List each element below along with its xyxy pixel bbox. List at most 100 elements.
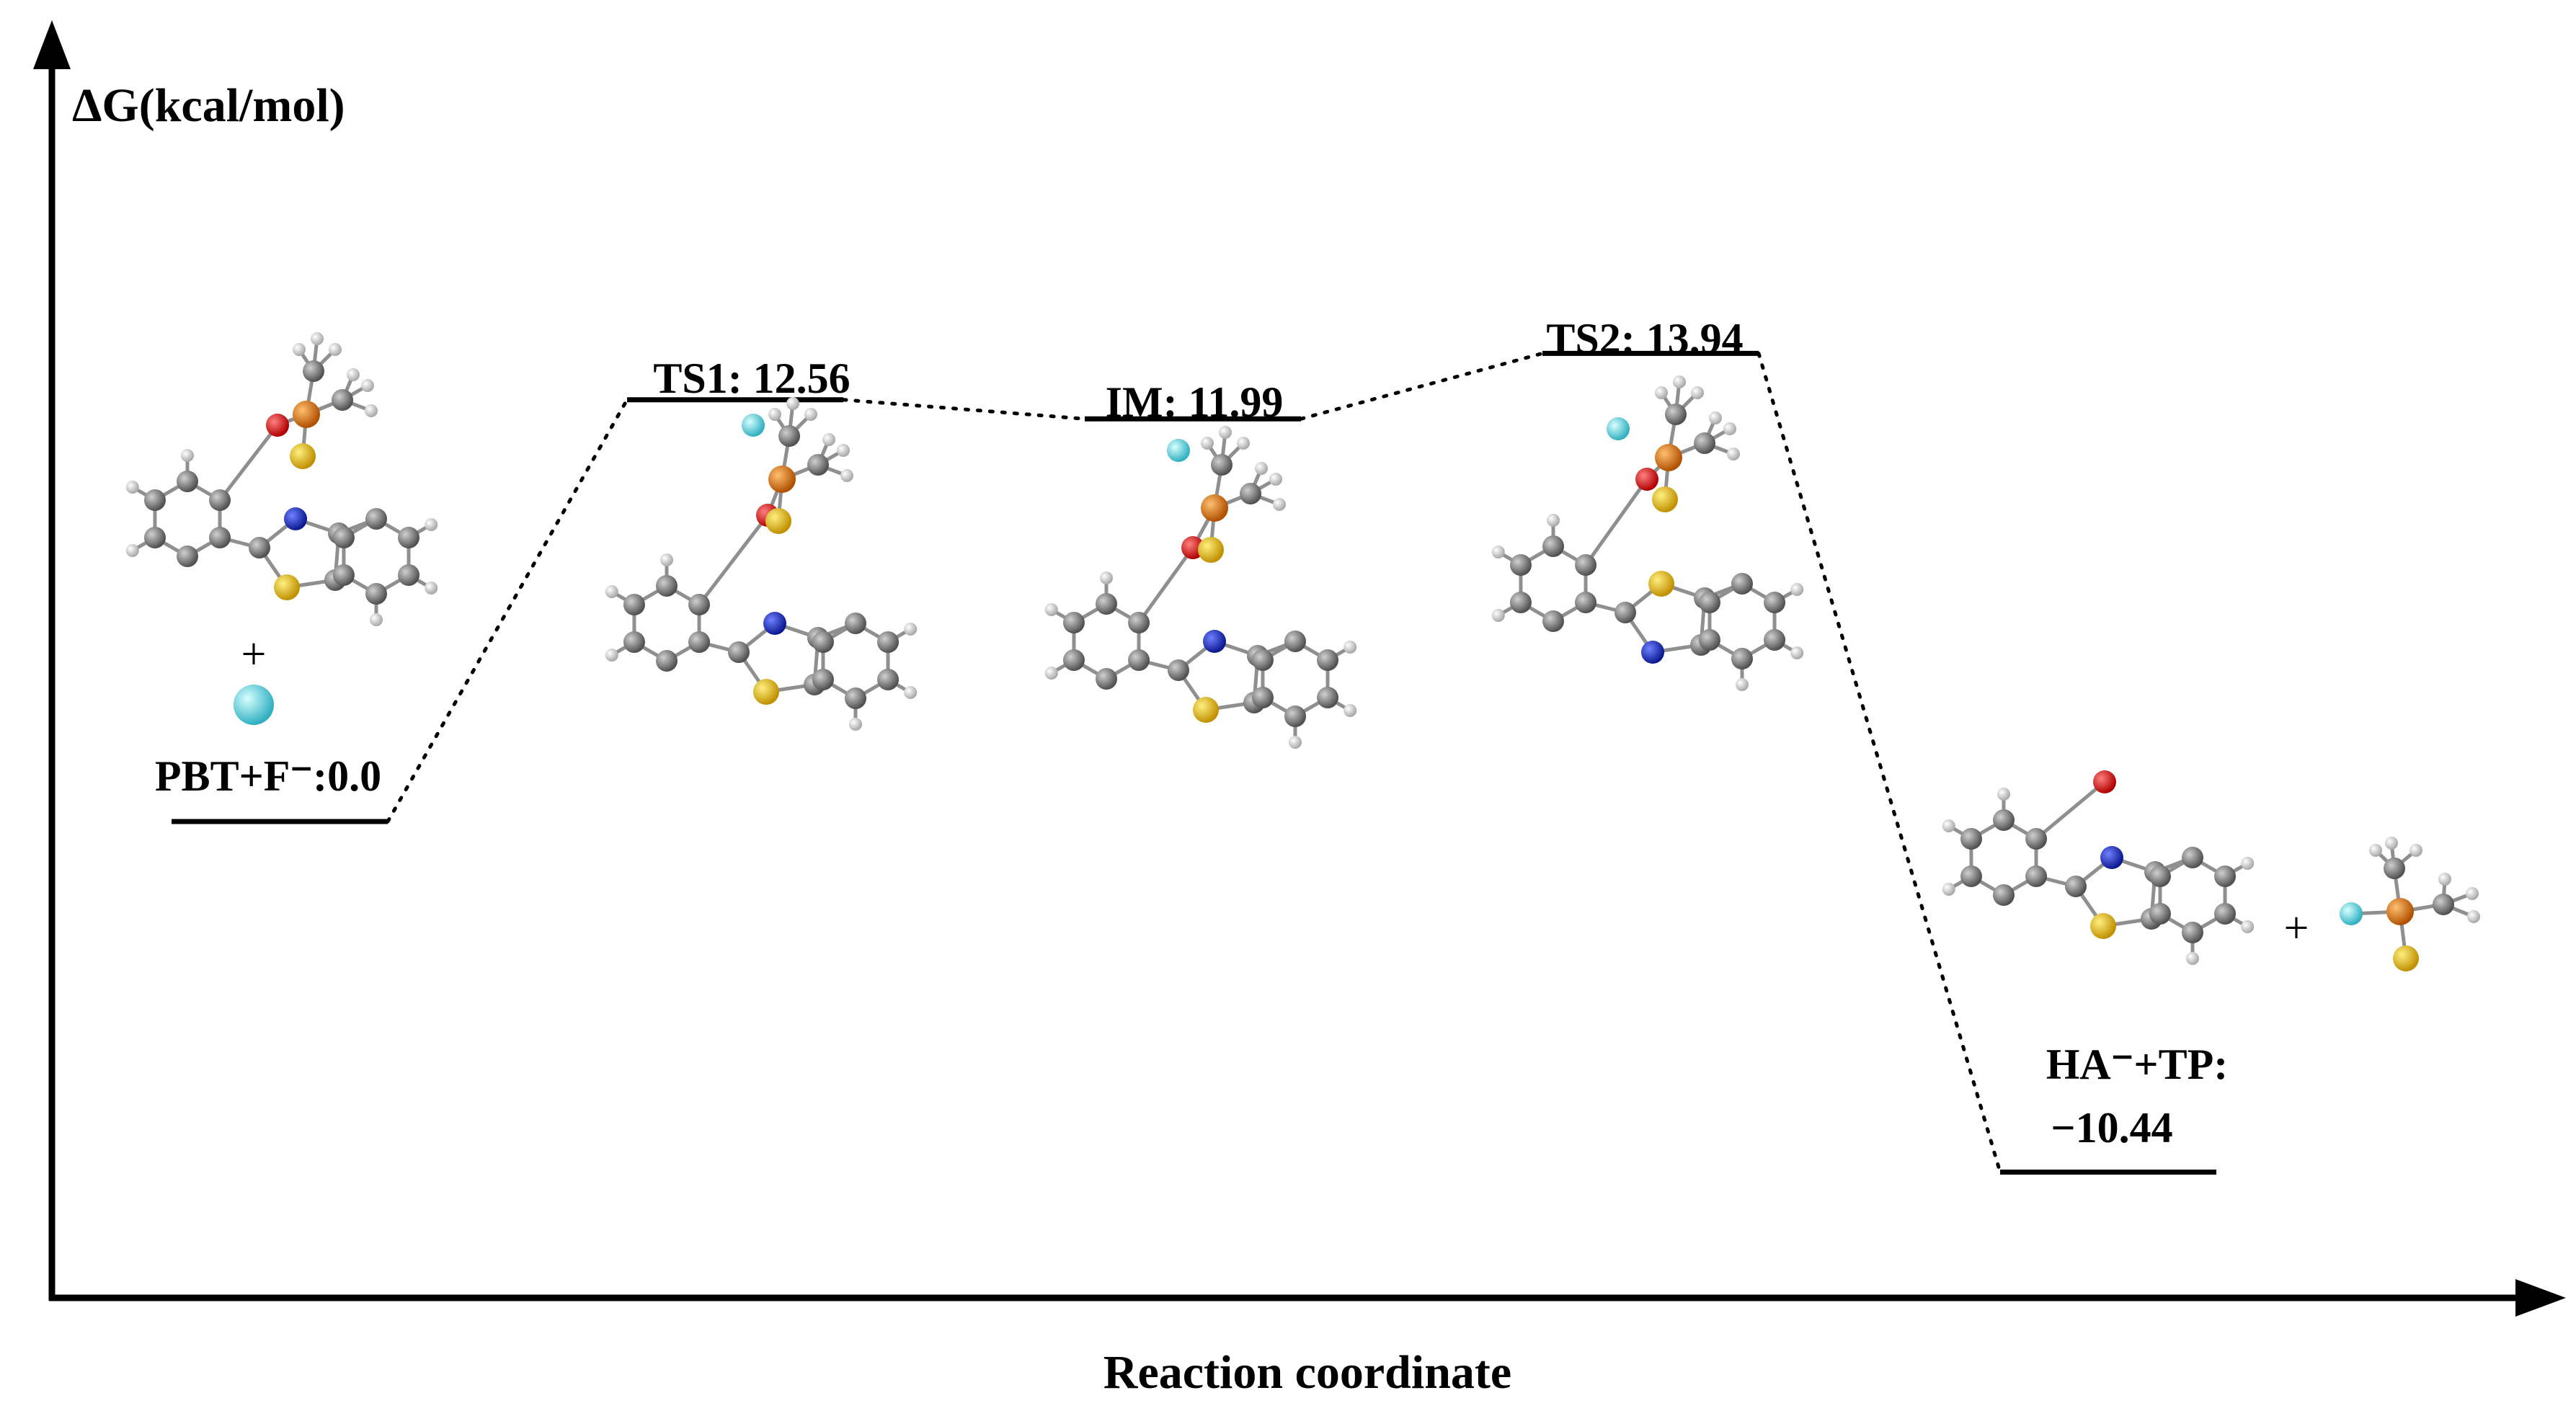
carbon-atom xyxy=(2025,865,2048,887)
bond xyxy=(697,513,770,607)
label-reactant: PBT+F⁻:0.0 xyxy=(155,752,381,800)
hydrogen-atom xyxy=(125,481,139,494)
hydrogen-atom xyxy=(2241,857,2255,870)
sulfur-atom xyxy=(274,574,300,600)
fluoride-ion-reactant xyxy=(234,685,274,725)
hydrogen-atom xyxy=(1289,736,1302,749)
carbon-atom xyxy=(623,594,645,615)
nitrogen-atom xyxy=(284,507,307,530)
label-ts2: TS2: 13.94 xyxy=(1546,315,1743,362)
fluorine-atom xyxy=(742,414,765,437)
carbon-atom xyxy=(1240,483,1261,504)
hydrogen-atom xyxy=(2466,887,2479,900)
carbon-atom xyxy=(1251,649,1274,671)
carbon-atom xyxy=(1509,592,1532,613)
hydrogen-atom xyxy=(311,332,324,345)
carbon-atom xyxy=(1698,629,1720,651)
carbon-atom xyxy=(1731,573,1753,595)
molecule-im xyxy=(1044,426,1357,749)
carbon-atom xyxy=(249,537,270,558)
hydrogen-atom xyxy=(1997,788,2010,801)
fluorine-atom xyxy=(1607,417,1630,440)
hydrogen-atom xyxy=(822,433,835,446)
carbon-atom xyxy=(2214,903,2237,925)
hydrogen-atom xyxy=(370,613,383,626)
hydrogen-atom xyxy=(786,397,799,410)
carbon-atom xyxy=(1665,404,1687,425)
hydrogen-atom xyxy=(329,343,342,356)
carbon-atom xyxy=(1694,432,1715,454)
nitrogen-atom xyxy=(1641,641,1664,664)
hydrogen-atom xyxy=(2438,873,2451,886)
plus-sign-product: + xyxy=(2284,904,2309,953)
nitrogen-atom xyxy=(763,612,786,635)
carbon-atom xyxy=(143,527,166,548)
carbon-atom xyxy=(812,669,834,690)
carbon-atom xyxy=(2149,903,2171,925)
sulfur-atom xyxy=(1198,537,1224,563)
hydrogen-atom xyxy=(1790,583,1804,596)
connector-ts2-product xyxy=(1756,351,2002,1175)
hydrogen-atom xyxy=(2385,837,2398,850)
carbon-atom xyxy=(1764,592,1786,613)
fluorine-atom xyxy=(2340,902,2363,925)
bond xyxy=(1137,546,1195,625)
hydrogen-atom xyxy=(1790,646,1804,659)
carbon-atom xyxy=(1317,687,1339,708)
hydrogen-atom xyxy=(605,585,618,598)
hydrogen-atom xyxy=(1491,546,1505,558)
label-product-line2: −10.44 xyxy=(2051,1104,2172,1152)
hydrogen-atom xyxy=(1269,473,1282,486)
oxygen-atom xyxy=(266,414,289,437)
sulfur-atom xyxy=(2090,913,2116,939)
carbon-atom xyxy=(1128,649,1150,671)
hydrogen-atom xyxy=(2467,910,2480,923)
hydrogen-atom xyxy=(1343,704,1357,717)
carbon-atom xyxy=(1317,649,1339,671)
y-axis-arrowhead xyxy=(33,20,71,69)
carbon-atom xyxy=(1062,649,1085,671)
carbon-atom xyxy=(398,564,420,586)
fluorine-atom xyxy=(1167,439,1190,462)
hydrogen-atom xyxy=(365,404,378,417)
hydrogen-atom xyxy=(1044,603,1058,616)
carbon-atom xyxy=(1542,535,1564,557)
hydrogen-atom xyxy=(1673,375,1686,388)
label-ts1: TS1: 12.56 xyxy=(653,355,850,402)
bond xyxy=(1584,477,1649,567)
nitrogen-atom xyxy=(1203,630,1226,653)
carbon-atom xyxy=(2149,865,2171,887)
hydrogen-atom xyxy=(293,343,306,356)
bond xyxy=(218,423,280,502)
sulfur-atom xyxy=(2393,945,2419,971)
carbon-atom xyxy=(877,631,900,653)
carbon-atom xyxy=(845,613,866,634)
hydrogen-atom xyxy=(1942,819,1955,832)
carbon-atom xyxy=(209,527,231,548)
carbon-atom xyxy=(1542,610,1564,632)
carbon-atom xyxy=(623,631,645,653)
carbon-atom xyxy=(365,583,387,605)
molecule-pbt-reactant xyxy=(125,332,438,626)
carbon-atom xyxy=(2384,858,2405,879)
carbon-atom xyxy=(1128,612,1150,633)
hydrogen-atom xyxy=(1255,462,1268,475)
carbon-atom xyxy=(2214,865,2237,887)
carbon-atom xyxy=(812,631,834,653)
carbon-atom xyxy=(1251,687,1274,708)
carbon-atom xyxy=(1284,706,1306,727)
plus-sign-reactant: + xyxy=(241,630,267,679)
carbon-atom xyxy=(807,454,829,476)
hydrogen-atom xyxy=(1219,426,1232,439)
connector-ts1-im xyxy=(841,398,1087,421)
hydrogen-atom xyxy=(1736,678,1749,691)
carbon-atom xyxy=(1960,828,1982,850)
oxygen-atom xyxy=(2093,770,2116,793)
carbon-atom xyxy=(1509,554,1532,576)
hydrogen-atom xyxy=(425,582,438,595)
hydrogen-atom xyxy=(1491,609,1505,622)
hydrogen-atom xyxy=(125,544,139,557)
hydrogen-atom xyxy=(361,379,374,392)
carbon-atom xyxy=(398,527,420,548)
molecule-ts1 xyxy=(605,397,918,731)
